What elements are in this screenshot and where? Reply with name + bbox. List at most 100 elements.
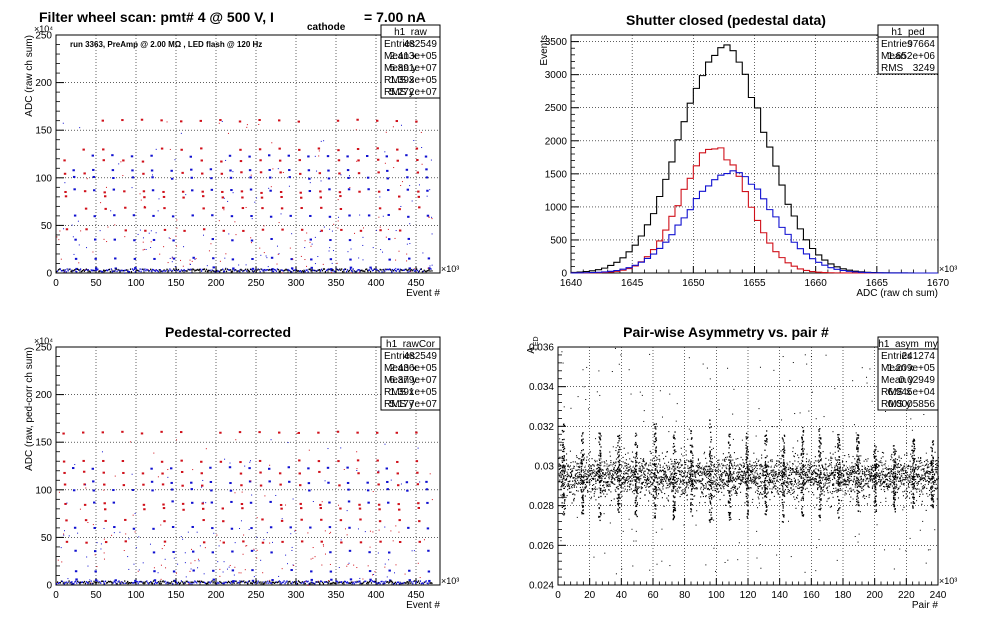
panel3-stray-point bbox=[138, 536, 140, 538]
panel4-band-point bbox=[655, 481, 657, 483]
panel3-pedestal-point bbox=[315, 581, 317, 583]
panel1-pedestal-point bbox=[299, 270, 302, 272]
panel4-band-point bbox=[630, 483, 632, 485]
panel4-band-point bbox=[715, 474, 717, 476]
panel1-pedestal-point bbox=[167, 270, 169, 273]
panel3-stray-point bbox=[285, 554, 287, 556]
panel4-band-point bbox=[790, 484, 793, 486]
panel3-stats-name: h1_rawCor bbox=[386, 339, 436, 350]
panel4-band-point bbox=[733, 452, 736, 454]
panel4-band-point bbox=[636, 489, 639, 491]
panel1-pedestal-point bbox=[382, 268, 384, 271]
panel4-band-point bbox=[564, 468, 566, 470]
panel1-pedestal-point bbox=[62, 269, 64, 271]
panel4-band-point bbox=[809, 469, 811, 471]
panel1-stray-point bbox=[110, 210, 112, 212]
panel1-pedestal-point bbox=[235, 269, 237, 272]
panel3-pedestal-point bbox=[226, 581, 229, 584]
panel1-stats-value: 482549 bbox=[404, 39, 438, 50]
panel4-band-point bbox=[597, 469, 599, 471]
panel1-blue-point bbox=[367, 214, 371, 217]
panel4-band-point bbox=[588, 481, 590, 483]
panel1-pedestal-point bbox=[332, 269, 334, 271]
panel4-band-point bbox=[603, 474, 605, 476]
panel4-band-point bbox=[597, 467, 599, 469]
panel4-band-point bbox=[697, 479, 699, 482]
panel3-blue-point bbox=[408, 569, 411, 572]
panel3-pedestal-point bbox=[320, 580, 323, 583]
panel3-red-point bbox=[219, 460, 223, 463]
panel4-band-point bbox=[584, 471, 586, 473]
panel4-band-point bbox=[664, 493, 666, 495]
panel4-band-point bbox=[852, 467, 854, 469]
panel4-band-point bbox=[631, 478, 633, 480]
panel4-band-point bbox=[792, 485, 794, 487]
panel3-pedestal-point bbox=[291, 582, 293, 585]
panel4-band-point bbox=[650, 493, 652, 495]
panel3-pedestal-point bbox=[87, 582, 89, 584]
panel4-band-point bbox=[848, 481, 850, 483]
panel4-band-point bbox=[737, 478, 739, 480]
panel3-stray-point bbox=[369, 546, 371, 548]
panel4-ytick-label: 0.036 bbox=[529, 343, 554, 354]
panel4-band-point bbox=[815, 472, 818, 474]
panel1-blue-point bbox=[209, 168, 213, 171]
panel1-stray-point bbox=[266, 257, 268, 259]
panel4-band-point bbox=[630, 470, 632, 472]
panel1-stray-point bbox=[328, 250, 330, 252]
panel4-band-point bbox=[602, 485, 604, 487]
panel3-stats-value: 1.391e+05 bbox=[389, 387, 437, 398]
panel4-band-point bbox=[653, 494, 655, 496]
panel3-blue-point bbox=[153, 570, 156, 573]
panel3-pedestal-point bbox=[91, 582, 93, 585]
panel1-blue-point bbox=[270, 256, 274, 259]
panel1-blue-point bbox=[405, 154, 408, 157]
panel4-band-point bbox=[626, 490, 628, 493]
panel4-band-point bbox=[718, 490, 720, 492]
panel1-stray-point bbox=[174, 159, 176, 161]
panel1-pedestal-point bbox=[127, 270, 129, 272]
panel3-pedestal-point bbox=[230, 580, 232, 583]
panel3-pedestal-point bbox=[217, 581, 219, 584]
panel3-stray-point bbox=[234, 566, 236, 568]
panel4-band-point bbox=[762, 472, 764, 474]
panel3-stray-point bbox=[327, 448, 329, 450]
panel3-pedestal-point bbox=[233, 582, 235, 584]
panel3-pedestal-point bbox=[96, 581, 98, 584]
panel4-band-point bbox=[585, 486, 587, 488]
panel4-band-point bbox=[788, 477, 790, 480]
panel4-band-point bbox=[814, 479, 816, 481]
panel3-pedestal-point bbox=[79, 582, 81, 584]
panel4-band-point bbox=[782, 471, 784, 473]
panel3-pedestal-point bbox=[273, 582, 276, 584]
panel3-pedestal-point bbox=[253, 582, 255, 584]
panel1-stray-point bbox=[232, 171, 234, 173]
panel1-blue-point bbox=[251, 257, 254, 260]
panel4-band-point bbox=[834, 457, 836, 459]
panel4-band-point bbox=[580, 470, 583, 472]
panel1-pedestal-point bbox=[310, 270, 312, 272]
panel1-pedestal-point bbox=[430, 268, 432, 270]
panel4-band-point bbox=[689, 476, 691, 478]
panel4-band-point bbox=[804, 482, 806, 484]
panel3-stray-point bbox=[242, 553, 244, 555]
panel1-stray-point bbox=[395, 267, 397, 269]
panel4-band-point bbox=[583, 453, 585, 455]
panel4-band-point bbox=[671, 472, 673, 474]
panel1-stray-point bbox=[431, 216, 433, 218]
panel3-pedestal-point bbox=[113, 580, 115, 583]
panel3-blue-point bbox=[406, 489, 409, 492]
panel1-pedestal-point bbox=[196, 269, 198, 271]
panel1-red-point bbox=[83, 190, 87, 193]
panel4-band-point bbox=[828, 478, 830, 480]
panel4-band-point bbox=[777, 475, 779, 477]
panel4-band-point bbox=[717, 471, 719, 473]
panel3-blue-point bbox=[210, 501, 214, 504]
panel2-stats-label: Entries bbox=[881, 39, 912, 50]
panel1-blue-point bbox=[310, 258, 313, 261]
panel4-band-point bbox=[690, 462, 692, 464]
panel1-stray-point bbox=[106, 241, 108, 243]
panel3-red-point bbox=[240, 503, 244, 506]
panel4-band-point bbox=[608, 489, 610, 491]
panel1-pedestal-point bbox=[82, 269, 85, 271]
